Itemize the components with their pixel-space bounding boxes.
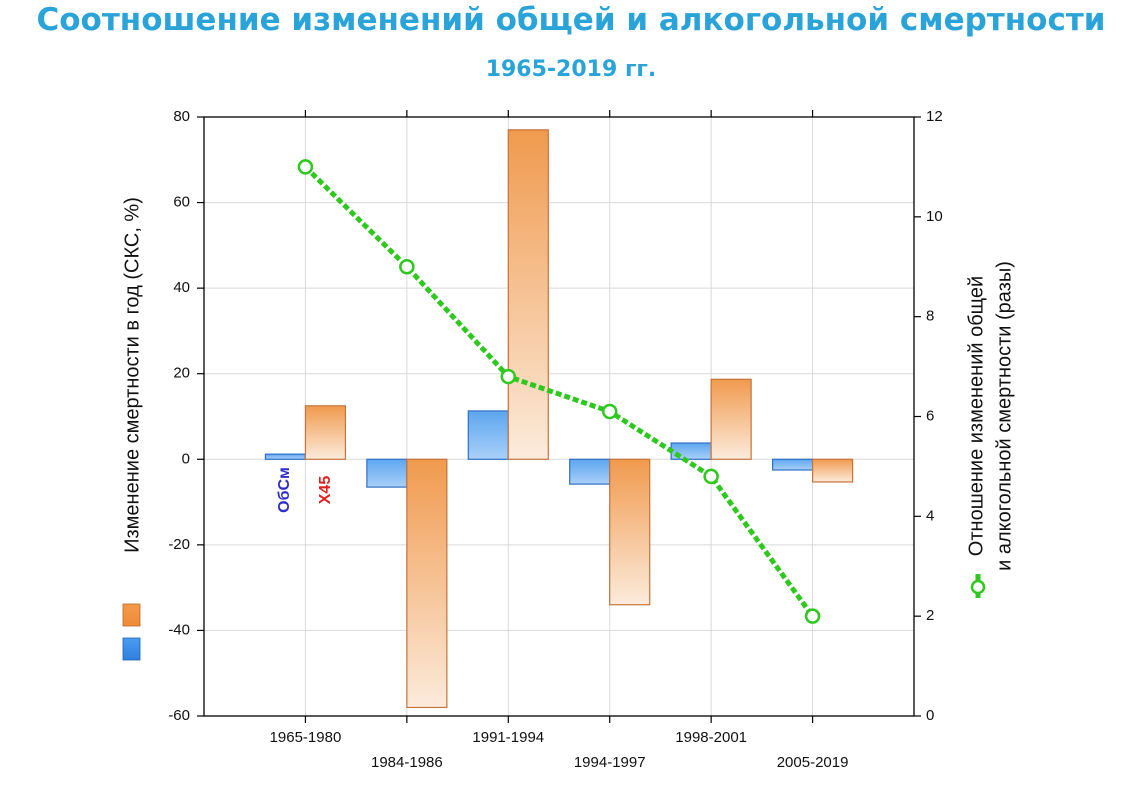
chart-subtitle: 1965-2019 гг.	[485, 57, 657, 82]
ratio-point	[804, 608, 821, 624]
legend-swatch-obsm	[122, 637, 141, 661]
x-tick-label: 1991-1994	[472, 729, 544, 746]
y-tick-label-left: 0	[182, 450, 190, 467]
x-tick-label: 1965-1980	[270, 729, 342, 746]
bar-obsm	[264, 453, 307, 460]
y-tick-label-left: -40	[168, 621, 190, 638]
y-tick-label-right: 2	[926, 607, 934, 624]
y-tick-label-right: 8	[926, 308, 934, 325]
bar-x45	[406, 458, 448, 709]
bars	[264, 129, 854, 709]
x-tick-label: 2005-2019	[777, 754, 849, 771]
x-tick-label: 1998-2001	[675, 729, 747, 746]
ratio-line-path	[303, 165, 815, 618]
legend-line-symbol	[970, 574, 986, 600]
x-tick-label: 1984-1986	[371, 754, 443, 771]
bar-x45	[304, 405, 347, 460]
y-tick-label-left: 60	[173, 194, 190, 211]
legend-swatch-x45	[122, 603, 141, 627]
chart-title: Соотношение изменений общей и алкогольно…	[36, 2, 1106, 38]
bar-x45	[811, 458, 854, 483]
bar-x45	[507, 129, 549, 460]
bar-obsm	[771, 458, 814, 471]
ratio-line	[297, 159, 821, 624]
bar-x45	[710, 378, 752, 460]
bar-obsm	[569, 458, 611, 485]
y-tick-label-right: 12	[926, 108, 943, 125]
y-tick-label-right: 0	[926, 707, 934, 724]
y-axis-right-label-line1: Отношение изменений общей	[965, 276, 987, 556]
ratio-point	[399, 259, 415, 275]
y-tick-label-right: 6	[926, 407, 934, 424]
y-axis-left-label: Изменение смертности в год (СКС, %)	[121, 197, 143, 553]
axes: 806040200-20-40-601210864201965-19801984…	[168, 108, 942, 771]
ratio-point	[500, 368, 517, 385]
y-tick-label-left: 40	[173, 279, 190, 296]
y-tick-label-left: 20	[173, 365, 190, 382]
y-tick-label-right: 10	[926, 208, 943, 225]
bar-label-x45: Х45	[317, 476, 334, 505]
ratio-point	[601, 403, 618, 420]
ratio-point	[703, 468, 719, 485]
bar-x45	[609, 458, 651, 606]
y-tick-label-left: 80	[173, 108, 190, 125]
ratio-point	[297, 159, 314, 175]
bar-label-obsm: ОбСм	[276, 467, 293, 513]
bar-obsm	[467, 410, 509, 460]
y-tick-label-left: -60	[168, 707, 190, 724]
y-axis-right-label-line2: и алкогольной смертности (разы)	[993, 261, 1015, 571]
x-tick-label: 1994-1997	[574, 754, 646, 771]
y-tick-label-left: -20	[168, 536, 190, 553]
bar-obsm	[366, 458, 408, 488]
y-tick-label-right: 4	[926, 507, 934, 524]
